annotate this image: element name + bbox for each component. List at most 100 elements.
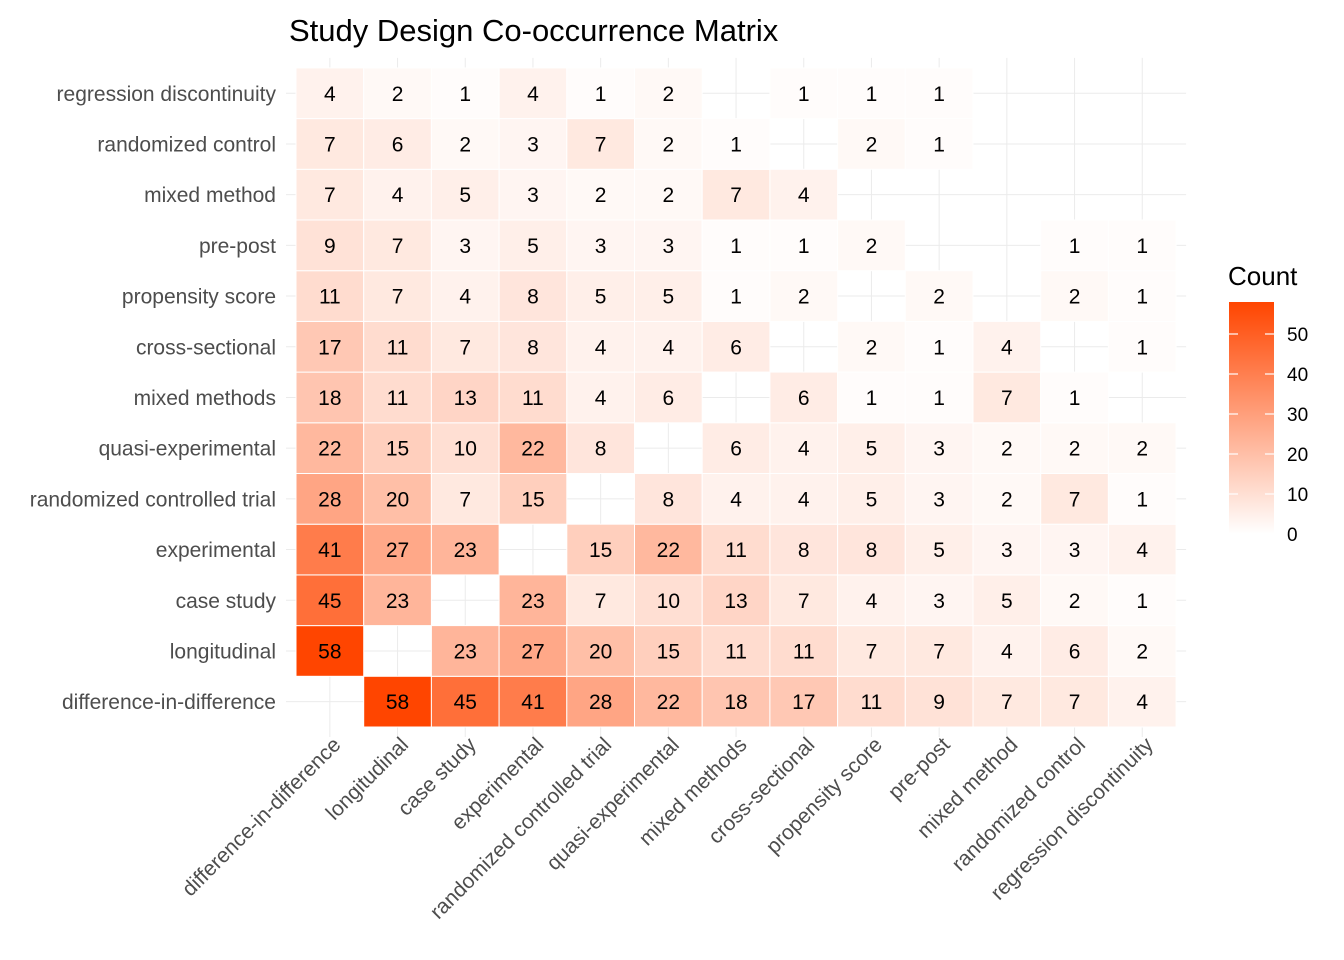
cell-value-label: 2 [798, 286, 810, 309]
cell-value-label: 11 [725, 640, 747, 663]
cell-value-label: 2 [866, 133, 878, 156]
cell-value-label: 5 [1001, 590, 1013, 613]
cell-value-label: 7 [866, 640, 878, 663]
cell-value-label: 10 [657, 590, 680, 613]
heatmap-cell [769, 422, 839, 474]
heatmap-cell [566, 675, 635, 728]
cell-value-label: 11 [387, 387, 409, 410]
cell-value-label: 8 [663, 488, 675, 511]
cell-value-label: 5 [663, 286, 675, 309]
heatmap-cell [1040, 523, 1109, 576]
cell-value-label: 22 [657, 691, 680, 714]
cell-value-label: 3 [933, 488, 945, 511]
heatmap-cell [701, 219, 771, 272]
y-tick-label: case study [176, 590, 277, 613]
heatmap-cell [972, 625, 1042, 677]
legend-tick-label: 30 [1287, 405, 1308, 426]
cell-value-label: 3 [663, 235, 675, 258]
cell-value-label: 45 [318, 590, 341, 613]
cell-value-label: 5 [595, 286, 607, 309]
heatmap-cell [634, 168, 703, 221]
heatmap-cell [904, 422, 974, 474]
heatmap-cell [769, 371, 839, 424]
heatmap-cell [769, 219, 839, 272]
cell-value-label: 23 [386, 590, 409, 613]
y-tick-label: regression discontinuity [57, 83, 277, 106]
heatmap-cell [837, 118, 906, 170]
cell-value-label: 9 [324, 235, 336, 258]
heatmap-cell [769, 523, 839, 576]
cell-value-label: 4 [527, 83, 539, 106]
heatmap-cell [701, 320, 771, 373]
heatmap-cell [295, 625, 365, 677]
heatmap-cell [634, 523, 703, 576]
cell-value-label: 4 [798, 438, 810, 461]
cell-value-label: 2 [663, 133, 675, 156]
cell-value-label: 1 [595, 83, 607, 106]
cell-value-label: 11 [387, 336, 409, 359]
cell-value-label: 1 [933, 387, 945, 410]
heatmap-cell [837, 320, 906, 373]
cell-value-label: 4 [1136, 539, 1148, 562]
cell-value-label: 1 [798, 83, 810, 106]
heatmap-cell [701, 523, 771, 576]
cell-value-label: 11 [319, 286, 341, 309]
heatmap-cell [498, 625, 568, 677]
cell-value-label: 58 [386, 691, 409, 714]
heatmap-cell [430, 422, 500, 474]
cell-value-label: 2 [1001, 488, 1013, 511]
cell-value-label: 7 [459, 336, 471, 359]
cell-value-label: 20 [386, 488, 409, 511]
heatmap-cell [430, 320, 500, 373]
cell-value-label: 8 [527, 286, 539, 309]
y-tick-label: randomized controlled trial [30, 488, 276, 511]
legend-color-bar [1229, 302, 1274, 534]
cell-value-label: 41 [318, 539, 341, 562]
cell-value-label: 7 [1001, 387, 1013, 410]
heatmap-cell [904, 625, 974, 677]
cell-value-label: 10 [454, 438, 477, 461]
heatmap-cell [634, 574, 703, 627]
heatmap-cell [566, 523, 635, 576]
heatmap-cell [837, 523, 906, 576]
cell-value-label: 11 [522, 387, 544, 410]
cell-value-label: 7 [1069, 488, 1081, 511]
heatmap-cell [1107, 270, 1177, 322]
cell-value-label: 4 [595, 387, 607, 410]
cell-value-label: 4 [392, 184, 404, 207]
x-axis-tick-labels: difference-in-differencelongitudinalcase… [178, 733, 1158, 924]
heatmap-cell [566, 168, 635, 221]
y-tick-label: longitudinal [170, 640, 276, 663]
heatmap-cell [904, 118, 974, 170]
cell-value-label: 27 [386, 539, 409, 562]
heatmap-cell [1107, 320, 1177, 373]
heatmap-cell [1040, 675, 1109, 728]
heatmap-cell [498, 675, 568, 728]
heatmap-cell [904, 67, 974, 120]
cell-value-label: 58 [318, 640, 341, 663]
cell-value-label: 1 [730, 235, 742, 258]
heatmap-cell [701, 675, 771, 728]
cell-value-label: 17 [792, 691, 815, 714]
cell-value-label: 4 [1001, 336, 1013, 359]
legend-tick-label: 10 [1287, 485, 1308, 506]
cell-value-label: 6 [730, 438, 742, 461]
heatmap-cell [295, 168, 365, 221]
y-tick-label: propensity score [122, 286, 276, 309]
heatmap-cell [769, 67, 839, 120]
heatmap-cell [1107, 574, 1177, 627]
x-tick-label: quasi-experimental [542, 733, 684, 875]
heatmap-cell [769, 675, 839, 728]
heatmap-cell [1040, 219, 1109, 272]
cell-value-label: 8 [866, 539, 878, 562]
heatmap-cell [498, 118, 568, 170]
cell-value-label: 7 [595, 590, 607, 613]
cell-value-label: 7 [595, 133, 607, 156]
cell-value-label: 1 [730, 133, 742, 156]
y-tick-label: experimental [156, 539, 276, 562]
heatmap-cell [363, 219, 432, 272]
cell-value-label: 7 [933, 640, 945, 663]
heatmap-cell [769, 168, 839, 221]
heatmap-cell [498, 168, 568, 221]
heatmap-cell [972, 574, 1042, 627]
